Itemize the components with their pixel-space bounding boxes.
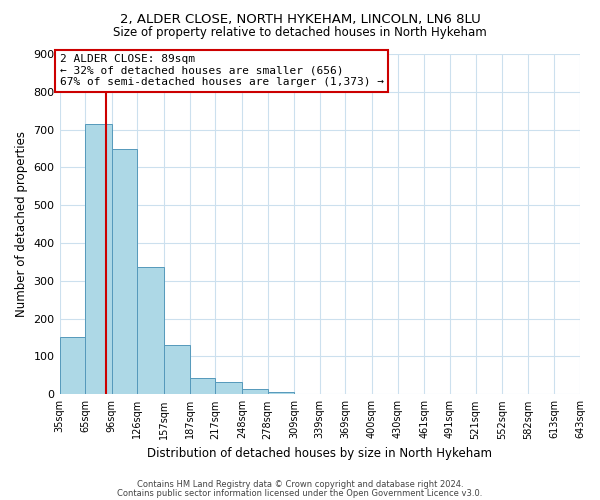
Bar — [164, 345, 190, 395]
Text: Size of property relative to detached houses in North Hykeham: Size of property relative to detached ho… — [113, 26, 487, 39]
Bar — [59, 337, 85, 394]
Bar — [137, 266, 164, 394]
Bar — [112, 148, 137, 394]
Bar — [190, 378, 215, 394]
X-axis label: Distribution of detached houses by size in North Hykeham: Distribution of detached houses by size … — [147, 447, 492, 460]
Bar — [268, 392, 294, 394]
Text: Contains HM Land Registry data © Crown copyright and database right 2024.: Contains HM Land Registry data © Crown c… — [137, 480, 463, 489]
Bar — [215, 382, 242, 394]
Text: 2 ALDER CLOSE: 89sqm
← 32% of detached houses are smaller (656)
67% of semi-deta: 2 ALDER CLOSE: 89sqm ← 32% of detached h… — [59, 54, 383, 87]
Text: Contains public sector information licensed under the Open Government Licence v3: Contains public sector information licen… — [118, 488, 482, 498]
Text: 2, ALDER CLOSE, NORTH HYKEHAM, LINCOLN, LN6 8LU: 2, ALDER CLOSE, NORTH HYKEHAM, LINCOLN, … — [119, 12, 481, 26]
Y-axis label: Number of detached properties: Number of detached properties — [15, 131, 28, 317]
Bar — [85, 124, 112, 394]
Bar — [242, 388, 268, 394]
